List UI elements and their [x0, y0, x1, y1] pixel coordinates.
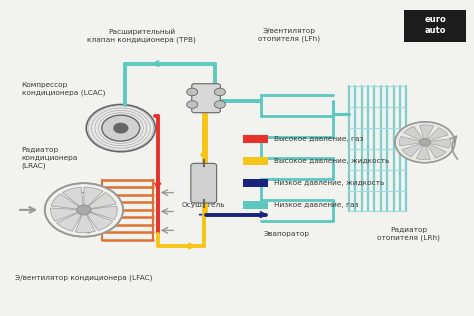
Wedge shape — [403, 126, 425, 142]
Circle shape — [187, 88, 198, 96]
Wedge shape — [419, 125, 434, 142]
Wedge shape — [84, 210, 113, 230]
Text: Компрессор
кондиционера (LCAC): Компрессор кондиционера (LCAC) — [22, 82, 105, 96]
FancyBboxPatch shape — [191, 163, 217, 203]
FancyBboxPatch shape — [243, 179, 268, 187]
Circle shape — [114, 123, 128, 133]
Circle shape — [214, 88, 226, 96]
Wedge shape — [416, 142, 430, 160]
Text: euro
auto: euro auto — [424, 15, 446, 35]
Wedge shape — [425, 139, 450, 148]
Text: Низкое давление, газ: Низкое давление, газ — [274, 202, 359, 208]
Wedge shape — [425, 128, 448, 142]
Wedge shape — [400, 136, 425, 146]
FancyBboxPatch shape — [404, 10, 466, 42]
Circle shape — [419, 139, 430, 146]
Circle shape — [187, 101, 198, 108]
Wedge shape — [57, 210, 84, 231]
Wedge shape — [51, 208, 84, 221]
Wedge shape — [75, 210, 95, 233]
Text: Э/вентилятор
отопителя (LFh): Э/вентилятор отопителя (LFh) — [258, 28, 320, 42]
FancyBboxPatch shape — [243, 135, 268, 143]
Circle shape — [395, 122, 455, 163]
FancyBboxPatch shape — [192, 84, 220, 113]
Wedge shape — [425, 142, 447, 158]
Text: Расширительный
клапан кондиционера (ТРВ): Расширительный клапан кондиционера (ТРВ) — [87, 28, 196, 43]
Circle shape — [102, 115, 140, 141]
Wedge shape — [84, 206, 117, 220]
Text: Высокое давление, жидкость: Высокое давление, жидкость — [274, 158, 390, 164]
Text: Радиатор
отопителя (LRh): Радиатор отопителя (LRh) — [377, 227, 440, 240]
Wedge shape — [51, 194, 84, 210]
Circle shape — [77, 205, 91, 215]
Circle shape — [214, 101, 226, 108]
FancyBboxPatch shape — [243, 201, 268, 209]
Text: Высокое давление, газ: Высокое давление, газ — [274, 136, 364, 142]
Text: Э/вентилятор кондиционера (LFAC): Э/вентилятор кондиционера (LFAC) — [15, 274, 153, 281]
Text: Низкое давление, жидкость: Низкое давление, жидкость — [274, 180, 384, 186]
Text: Радиатор
кондиционера
(LRAC): Радиатор кондиционера (LRAC) — [22, 147, 78, 169]
Wedge shape — [84, 187, 103, 210]
Text: Эвапоратор: Эвапоратор — [264, 230, 310, 236]
FancyBboxPatch shape — [243, 157, 268, 165]
Circle shape — [45, 183, 123, 237]
Wedge shape — [63, 187, 84, 210]
Wedge shape — [84, 192, 116, 210]
Text: Осушитель: Осушитель — [182, 202, 226, 208]
Wedge shape — [402, 142, 425, 157]
Circle shape — [86, 105, 155, 152]
